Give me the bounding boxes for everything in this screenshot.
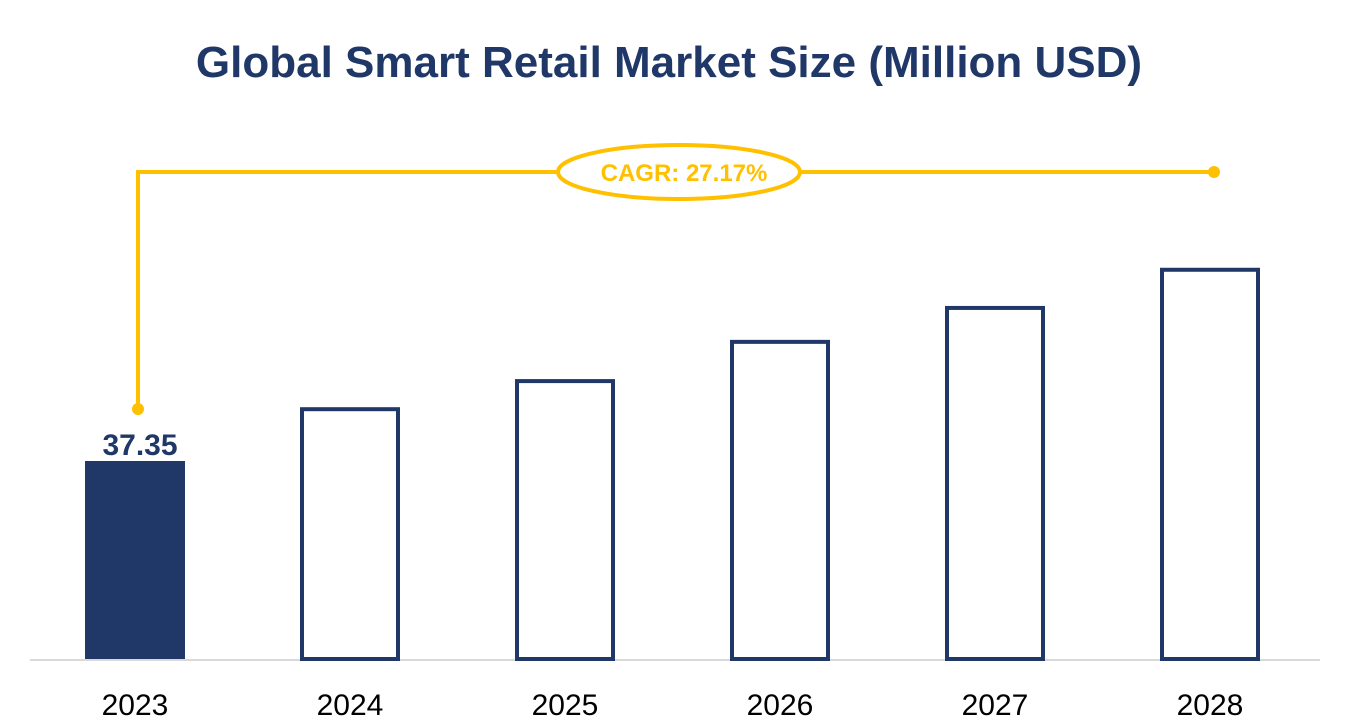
bar-2024 — [300, 407, 400, 662]
x-tick-label: 2027 — [962, 689, 1029, 722]
bar-2028 — [1160, 267, 1260, 661]
x-tick-label: 2024 — [317, 689, 384, 722]
cagr-end-dot — [1208, 166, 1220, 178]
bar-2025 — [515, 379, 615, 661]
bar-2027 — [945, 305, 1045, 661]
cagr-label: CAGR: 27.17% — [601, 160, 768, 187]
x-tick-label: 2025 — [532, 689, 599, 722]
cagr-line-left — [136, 170, 558, 409]
x-tick-label: 2028 — [1177, 689, 1244, 722]
cagr-start-dot — [132, 403, 144, 415]
bar-2023 — [85, 461, 185, 659]
data-label: 37.35 — [102, 429, 177, 462]
x-tick-label: 2026 — [747, 689, 814, 722]
chart-title: Global Smart Retail Market Size (Million… — [195, 38, 1143, 87]
x-tick-label: 2023 — [102, 689, 169, 722]
bar-2026 — [730, 339, 830, 661]
cagr-ellipse — [556, 143, 802, 201]
